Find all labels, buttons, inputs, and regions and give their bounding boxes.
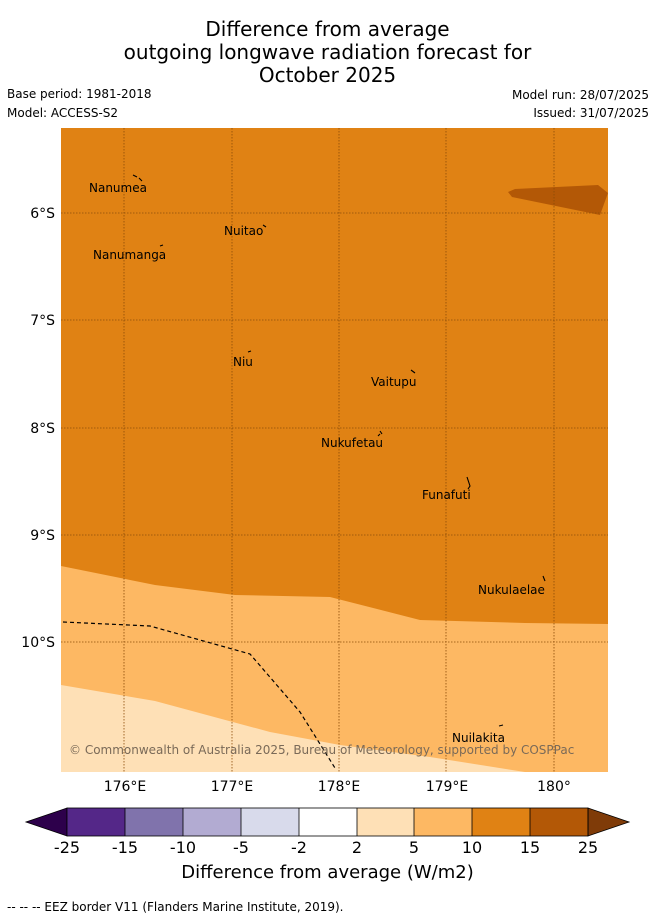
lon-tick-177e: 177°E <box>211 779 254 795</box>
colorbar-tick: 5 <box>409 838 419 857</box>
model-run: Model run: 28/07/2025 <box>511 88 649 102</box>
graticule <box>61 128 608 772</box>
eez-border <box>62 621 336 769</box>
colorbar-label: Difference from average (W/m2) <box>181 862 474 883</box>
band-2-5 <box>61 685 525 772</box>
colorbar-extend-high <box>587 807 631 837</box>
forecast-map[interactable]: Nanumea Nuitao Nanumanga Niu Vaitupu Nuk… <box>0 0 655 860</box>
lat-tick-9s: 9°S <box>30 528 55 544</box>
colorbar-bin <box>125 808 183 836</box>
island-label-vaitupu: Vaitupu <box>371 375 417 389</box>
colorbar-tick: 2 <box>352 838 362 857</box>
title-line-2: outgoing longwave radiation forecast for <box>123 40 532 64</box>
colorbar-tick: 10 <box>462 838 482 857</box>
lon-tick-179e: 179°E <box>426 779 469 795</box>
colorbar-bin <box>472 808 530 836</box>
island-label-nanumea: Nanumea <box>89 181 147 195</box>
colorbar-bin <box>357 808 414 836</box>
title-line-1: Difference from average <box>205 17 450 41</box>
base-period: Base period: 1981-2018 <box>7 87 152 101</box>
island-label-nanumanga: Nanumanga <box>93 248 166 262</box>
colorbar-tick: -25 <box>54 838 80 857</box>
colorbar-bin <box>67 808 125 836</box>
copyright-notice: © Commonwealth of Australia 2025, Bureau… <box>69 743 574 757</box>
lat-tick-6s: 6°S <box>30 206 55 222</box>
colorbar-bin <box>530 808 588 836</box>
island-label-nuitao: Nuitao <box>224 224 263 238</box>
eez-legend-note: -- -- -- EEZ border V11 (Flanders Marine… <box>7 900 344 914</box>
island-label-nuilakita: Nuilakita <box>452 731 505 745</box>
lat-tick-10s: 10°S <box>21 635 55 651</box>
colorbar-tick: -5 <box>233 838 249 857</box>
band-15-25 <box>508 185 608 215</box>
model-name: Model: ACCESS-S2 <box>7 106 119 120</box>
island-label-nukufetau: Nukufetau <box>321 436 383 450</box>
lon-tick-180: 180° <box>537 779 571 795</box>
island-label-niu: Niu <box>233 355 253 369</box>
issued-date: Issued: 31/07/2025 <box>533 106 649 120</box>
colorbar-tick: -10 <box>170 838 196 857</box>
colorbar-bin <box>414 808 472 836</box>
colorbar-tick: 25 <box>578 838 598 857</box>
colorbar-tick: -2 <box>291 838 307 857</box>
lon-tick-178e: 178°E <box>318 779 361 795</box>
lat-tick-7s: 7°S <box>30 313 55 329</box>
colorbar-tick: 15 <box>520 838 540 857</box>
island-label-funafuti: Funafuti <box>422 488 471 502</box>
island-label-nukulaelae: Nukulaelae <box>478 583 545 597</box>
colorbar-tick: -15 <box>112 838 138 857</box>
colorbar <box>24 807 631 837</box>
colorbar-extend-low <box>24 807 68 837</box>
title-line-3: October 2025 <box>258 63 397 87</box>
lat-tick-8s: 8°S <box>30 421 55 437</box>
colorbar-bin <box>183 808 241 836</box>
island-outlines <box>132 174 546 727</box>
colorbar-bin <box>241 808 299 836</box>
lon-tick-176e: 176°E <box>104 779 147 795</box>
colorbar-bin <box>299 808 357 836</box>
